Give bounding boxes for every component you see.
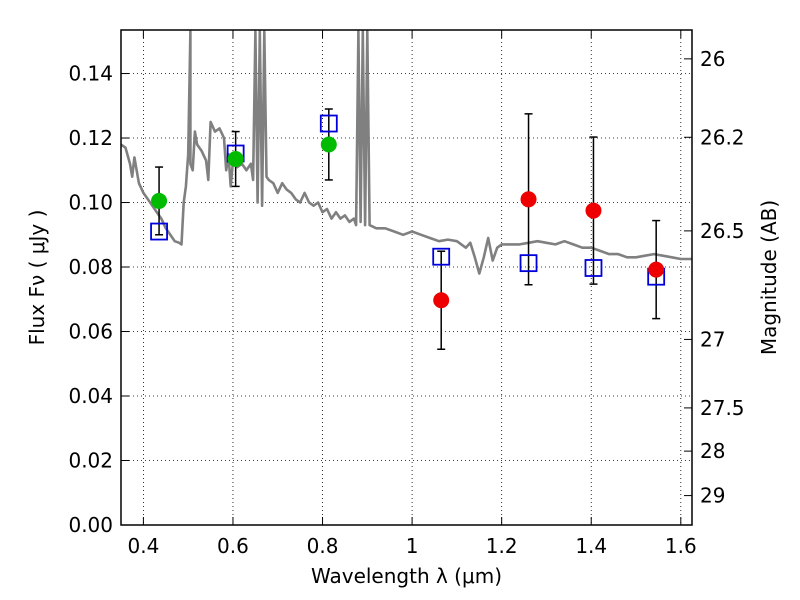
green-data-point: [151, 192, 168, 209]
x-tick-label: 1: [406, 534, 419, 558]
model-square-point: [150, 222, 168, 241]
y-tick-label: 0.12: [68, 126, 113, 150]
y-tick-label: 0.06: [68, 320, 113, 344]
mag-tick-label: 29: [700, 484, 725, 508]
model-square-point: [432, 247, 451, 266]
x-tick-label: 1.2: [486, 534, 518, 558]
red-data-point: [433, 292, 450, 309]
grid: [121, 30, 692, 526]
x-tick-label: 1.4: [575, 534, 607, 558]
mag-tick-label: 26.2: [700, 125, 745, 149]
model-square-point: [319, 114, 338, 133]
y-tick-label: 0.02: [68, 449, 113, 473]
model-square-point: [519, 254, 538, 273]
x-tick-label: 0.6: [217, 534, 249, 558]
sed-model-line: [121, 30, 692, 275]
green-data-point: [320, 136, 337, 153]
y-tick-label: 0.00: [68, 513, 113, 537]
x-tick-label: 0.8: [307, 534, 339, 558]
y2-axis-label: Magnitude (AB): [757, 200, 781, 355]
y-tick-label: 0.14: [68, 62, 113, 86]
mag-tick-label: 28: [700, 439, 725, 463]
mag-tick-label: 26: [700, 47, 725, 71]
red-data-point: [585, 202, 602, 219]
mag-tick-label: 27: [700, 327, 725, 351]
y-tick-label: 0.08: [68, 255, 113, 279]
y-axis-label: Flux Fν ( μJy ): [25, 210, 49, 346]
x-axis-label: Wavelength λ (μm): [311, 564, 502, 588]
model-square-point: [584, 259, 603, 277]
red-data-point: [648, 261, 665, 278]
y-tick-label: 0.04: [68, 384, 113, 408]
plot-content: [121, 30, 692, 351]
x-tick-label: 0.4: [127, 534, 159, 558]
y-tick-label: 0.10: [68, 191, 113, 215]
mag-tick-label: 26.5: [700, 219, 745, 243]
plot-frame: [120, 29, 693, 526]
green-data-point: [227, 150, 244, 167]
red-data-point: [520, 191, 537, 208]
x-tick-label: 1.6: [665, 534, 697, 558]
axes-ticks: 0.4 0.6 0.8 1 1.2 1.4 1.6 0.00 0.02 0.04 0.06 0.08 0…: [68, 30, 745, 558]
mag-tick-label: 27.5: [700, 396, 745, 420]
